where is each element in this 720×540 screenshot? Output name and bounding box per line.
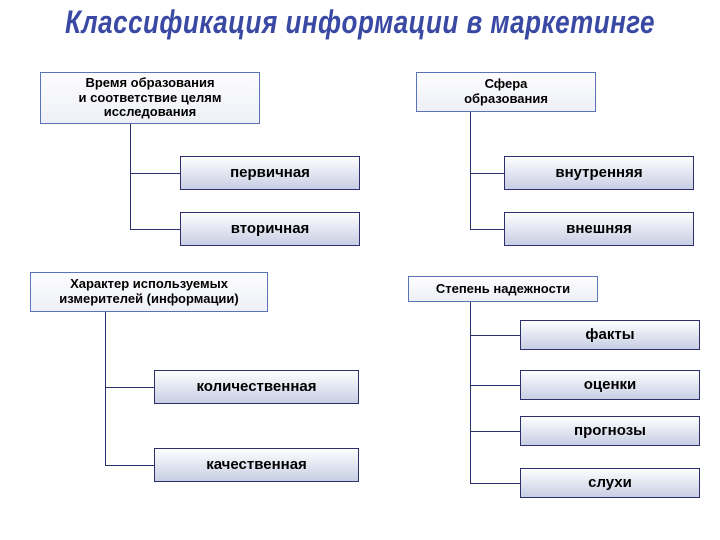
child-facts: факты (520, 320, 700, 350)
connector (470, 229, 504, 230)
head-reliability: Степень надежности (408, 276, 598, 302)
child-rumors: слухи (520, 468, 700, 498)
child-external: внешняя (504, 212, 694, 246)
child-estimates: оценки (520, 370, 700, 400)
connector (130, 124, 131, 229)
connector (130, 173, 180, 174)
connector (130, 229, 180, 230)
child-internal: внутренняя (504, 156, 694, 190)
connector (470, 173, 504, 174)
connector (105, 465, 154, 466)
child-primary: первичная (180, 156, 360, 190)
head-sphere: Сфераобразования (416, 72, 596, 112)
connector (105, 312, 106, 465)
child-qualitative: качественная (154, 448, 359, 482)
connector (470, 483, 520, 484)
connector (470, 302, 471, 483)
head-time: Время образованияи соответствие целямисс… (40, 72, 260, 124)
connector (470, 431, 520, 432)
connector (470, 385, 520, 386)
head-character: Характер используемыхизмерителей (информ… (30, 272, 268, 312)
page-title: Классификация информации в маркетинге (0, 0, 720, 42)
connector (105, 387, 154, 388)
connector (470, 112, 471, 229)
child-secondary: вторичная (180, 212, 360, 246)
connector (470, 335, 520, 336)
child-quantitative: количественная (154, 370, 359, 404)
child-forecasts: прогнозы (520, 416, 700, 446)
